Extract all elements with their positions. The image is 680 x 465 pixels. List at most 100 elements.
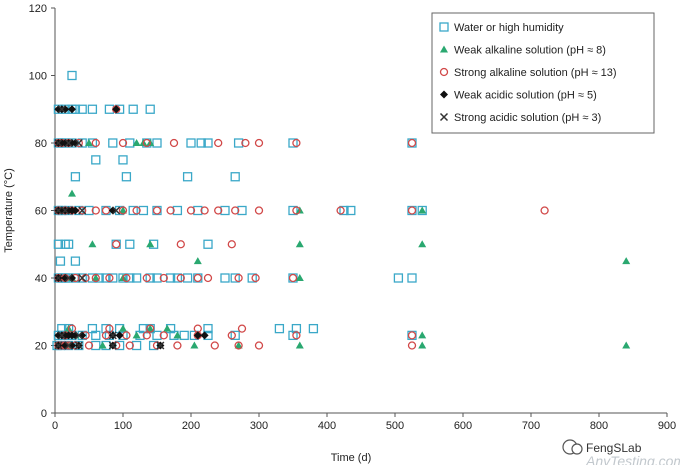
wechat-logo-icon-inner xyxy=(571,443,583,455)
data-point xyxy=(622,257,631,265)
axes: 0 100 200 300 400 500 600 700 800 900 0 20 40 60 80 100… xyxy=(3,3,676,464)
data-point xyxy=(132,206,141,215)
data-point xyxy=(152,330,162,341)
data-point xyxy=(214,138,223,148)
data-point xyxy=(234,341,243,350)
legend-marker xyxy=(439,22,449,32)
data-point xyxy=(186,138,196,148)
legend-label: Strong alkaline solution (pH ≈ 13) xyxy=(454,67,617,79)
data-point xyxy=(112,240,121,249)
legend-marker xyxy=(439,112,449,122)
data-point xyxy=(176,240,185,249)
data-point xyxy=(77,104,87,114)
data-point xyxy=(131,273,142,283)
data-point xyxy=(237,205,247,216)
data-point xyxy=(210,341,219,350)
data-point xyxy=(418,331,427,339)
x-tick-label: 600 xyxy=(454,420,472,432)
data-point xyxy=(237,324,247,333)
data-point xyxy=(98,341,107,349)
data-point xyxy=(234,273,243,283)
x-tick-label: 900 xyxy=(658,420,676,432)
data-point xyxy=(108,138,118,148)
data-point xyxy=(108,341,117,350)
legend-label: Water or high humidity xyxy=(454,22,564,34)
data-point xyxy=(203,323,213,334)
legend-marker xyxy=(440,45,448,53)
data-point xyxy=(91,274,100,281)
data-point xyxy=(105,273,114,283)
data-point xyxy=(159,331,168,340)
data-point xyxy=(125,273,135,283)
data-point xyxy=(156,341,165,350)
legend-marker xyxy=(440,90,448,99)
data-point xyxy=(288,205,298,216)
data-point xyxy=(169,138,179,148)
data-point xyxy=(203,138,213,148)
data-point xyxy=(70,172,81,182)
data-point xyxy=(112,206,121,215)
data-point xyxy=(71,206,80,215)
data-point xyxy=(57,331,66,340)
legend-box xyxy=(431,12,655,134)
data-point xyxy=(308,323,319,334)
data-point xyxy=(241,138,250,148)
data-point xyxy=(125,341,134,350)
x-tick-label: 200 xyxy=(182,420,200,432)
data-point xyxy=(74,331,83,340)
data-point xyxy=(295,274,304,281)
data-point xyxy=(407,341,417,350)
data-point xyxy=(122,273,131,283)
data-point xyxy=(55,256,66,266)
data-point xyxy=(234,341,243,349)
data-point xyxy=(254,341,264,350)
data-point xyxy=(142,273,151,283)
data-point xyxy=(152,273,162,283)
data-point xyxy=(77,273,87,283)
data-point xyxy=(254,206,264,215)
data-point xyxy=(70,256,81,266)
data-point xyxy=(292,206,301,215)
data-point xyxy=(200,206,209,215)
data-points xyxy=(52,70,631,351)
y-tick-label: 120 xyxy=(29,3,47,15)
y-tick-label: 40 xyxy=(35,273,47,285)
data-point xyxy=(176,273,185,283)
data-point xyxy=(88,240,97,248)
data-point xyxy=(247,273,257,283)
legend-label: Weak acidic solution (pH ≈ 5) xyxy=(454,90,597,102)
data-point xyxy=(101,206,111,215)
x-tick-label: 400 xyxy=(318,420,336,432)
data-point xyxy=(295,240,304,248)
data-point xyxy=(418,206,427,214)
data-point xyxy=(227,240,236,249)
data-point xyxy=(173,331,182,339)
data-point xyxy=(407,138,417,148)
data-point xyxy=(193,273,202,283)
data-point xyxy=(173,341,182,350)
data-point xyxy=(84,205,94,216)
data-point xyxy=(91,206,100,215)
data-point xyxy=(203,239,213,249)
series-2 xyxy=(54,105,549,350)
x-tick-label: 800 xyxy=(590,420,608,432)
data-point xyxy=(68,105,76,114)
data-point xyxy=(193,257,202,265)
data-point xyxy=(74,341,83,350)
data-point xyxy=(132,139,141,146)
data-point xyxy=(64,341,73,350)
data-point xyxy=(54,273,63,283)
data-point xyxy=(57,105,66,114)
data-point xyxy=(196,138,206,148)
data-point xyxy=(159,273,168,283)
y-tick-label: 20 xyxy=(35,341,47,353)
data-point xyxy=(407,273,417,283)
data-point xyxy=(67,70,77,81)
data-point xyxy=(193,205,203,216)
data-point xyxy=(220,273,230,283)
data-point xyxy=(152,138,162,148)
watermark-site-text: AnyTesting.com xyxy=(585,453,680,465)
data-point xyxy=(138,205,149,216)
data-point xyxy=(85,139,93,146)
